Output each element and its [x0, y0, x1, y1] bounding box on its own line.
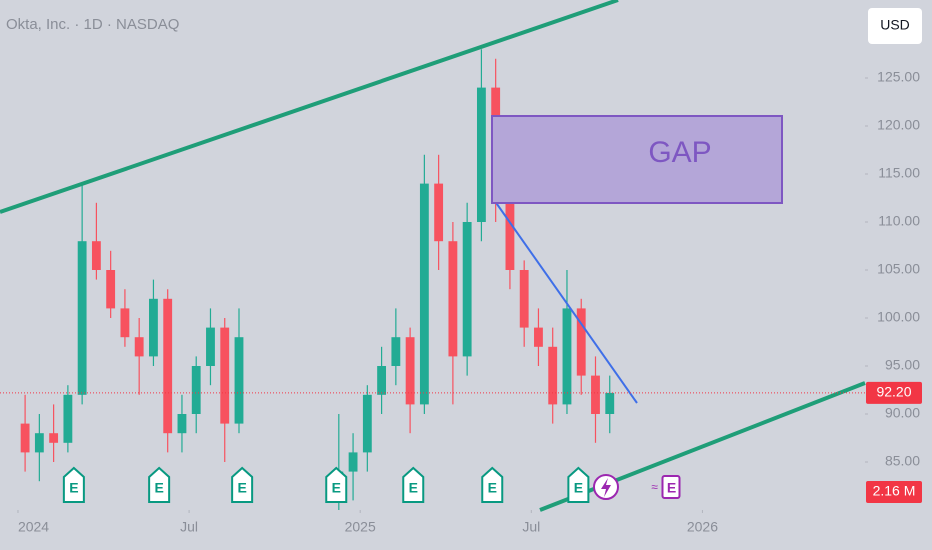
earnings-label: E	[488, 480, 497, 496]
candle-body	[206, 327, 215, 366]
y-tick-label: 115.00	[878, 165, 920, 181]
y-tick-label: 100.00	[877, 309, 920, 325]
y-tick-label: 95.00	[885, 357, 920, 373]
earnings-wave: ≈	[651, 480, 658, 494]
candle-body	[377, 366, 387, 395]
candle-body	[120, 308, 130, 338]
trend-line	[0, 0, 619, 214]
earnings-label: E	[69, 480, 78, 496]
candle-body	[106, 270, 116, 309]
candle-body	[405, 337, 415, 405]
x-tick-label: 2025	[345, 519, 376, 535]
candle-body	[134, 337, 144, 357]
candle-body	[391, 337, 401, 366]
candle-body	[234, 337, 244, 424]
earnings-badge[interactable]	[231, 466, 254, 503]
earnings-badge[interactable]	[661, 475, 681, 499]
earnings-badge[interactable]	[481, 466, 504, 503]
candle-body	[562, 308, 572, 405]
volume-label: 2.16 M	[873, 483, 916, 499]
candle-body	[462, 222, 472, 357]
candle-body	[576, 308, 586, 376]
candle-body	[476, 87, 486, 222]
candle-body	[548, 346, 558, 405]
earnings-label: E	[237, 480, 246, 496]
candle-body	[419, 183, 429, 405]
candle-body	[177, 414, 187, 434]
candle-body	[591, 375, 600, 414]
earnings-badge[interactable]	[325, 466, 348, 503]
candle-body	[63, 394, 73, 443]
candle-body	[220, 327, 230, 424]
y-tick-label: 90.00	[885, 405, 920, 421]
candle-body	[605, 392, 615, 414]
earnings-badge[interactable]	[62, 466, 85, 503]
y-tick-label: 105.00	[877, 261, 920, 277]
gap-box	[491, 115, 783, 204]
candle-body	[20, 423, 30, 453]
currency-label[interactable]: USD	[880, 17, 910, 33]
gap-label: GAP	[648, 136, 711, 169]
candle-body	[519, 270, 529, 328]
candle-body	[448, 241, 458, 357]
dividend-bolt	[601, 478, 611, 497]
candle-body	[362, 394, 372, 453]
candle-body	[49, 433, 59, 443]
y-tick-label: 110.00	[878, 213, 920, 229]
last-price-label: 92.20	[876, 384, 911, 400]
x-tick-label: 2026	[687, 519, 718, 535]
earnings-label: E	[667, 480, 676, 496]
y-tick-label: 85.00	[885, 453, 920, 469]
candle-body	[77, 241, 87, 395]
chart-title: Okta, Inc. · 1D · NASDAQ	[6, 16, 179, 33]
earnings-label: E	[154, 480, 163, 496]
y-tick-label: 125.00	[877, 69, 920, 85]
candles	[20, 49, 615, 510]
candle-body	[505, 202, 515, 270]
x-tick-label: 2024	[18, 519, 49, 535]
earnings-label: E	[574, 480, 583, 496]
earnings-badge[interactable]	[567, 466, 590, 503]
earnings-label: E	[409, 480, 418, 496]
trend-line	[491, 196, 638, 404]
candle-body	[163, 298, 173, 434]
candle-body	[34, 433, 44, 453]
currency-button[interactable]	[868, 8, 922, 44]
candle-body	[434, 183, 444, 242]
last-price-box	[866, 381, 922, 404]
earnings-badge[interactable]	[402, 466, 425, 503]
candle-body	[534, 327, 543, 347]
y-tick-label: 120.00	[877, 117, 920, 133]
earnings-badge[interactable]	[148, 466, 171, 503]
earnings-label: E	[332, 480, 341, 496]
candle-body	[348, 452, 358, 472]
volume-box	[866, 481, 922, 503]
x-tick-label: Jul	[522, 519, 540, 535]
x-tick-label: Jul	[180, 519, 198, 535]
candle-body	[149, 298, 158, 357]
candle-body	[91, 241, 101, 270]
candle-body	[191, 366, 201, 414]
